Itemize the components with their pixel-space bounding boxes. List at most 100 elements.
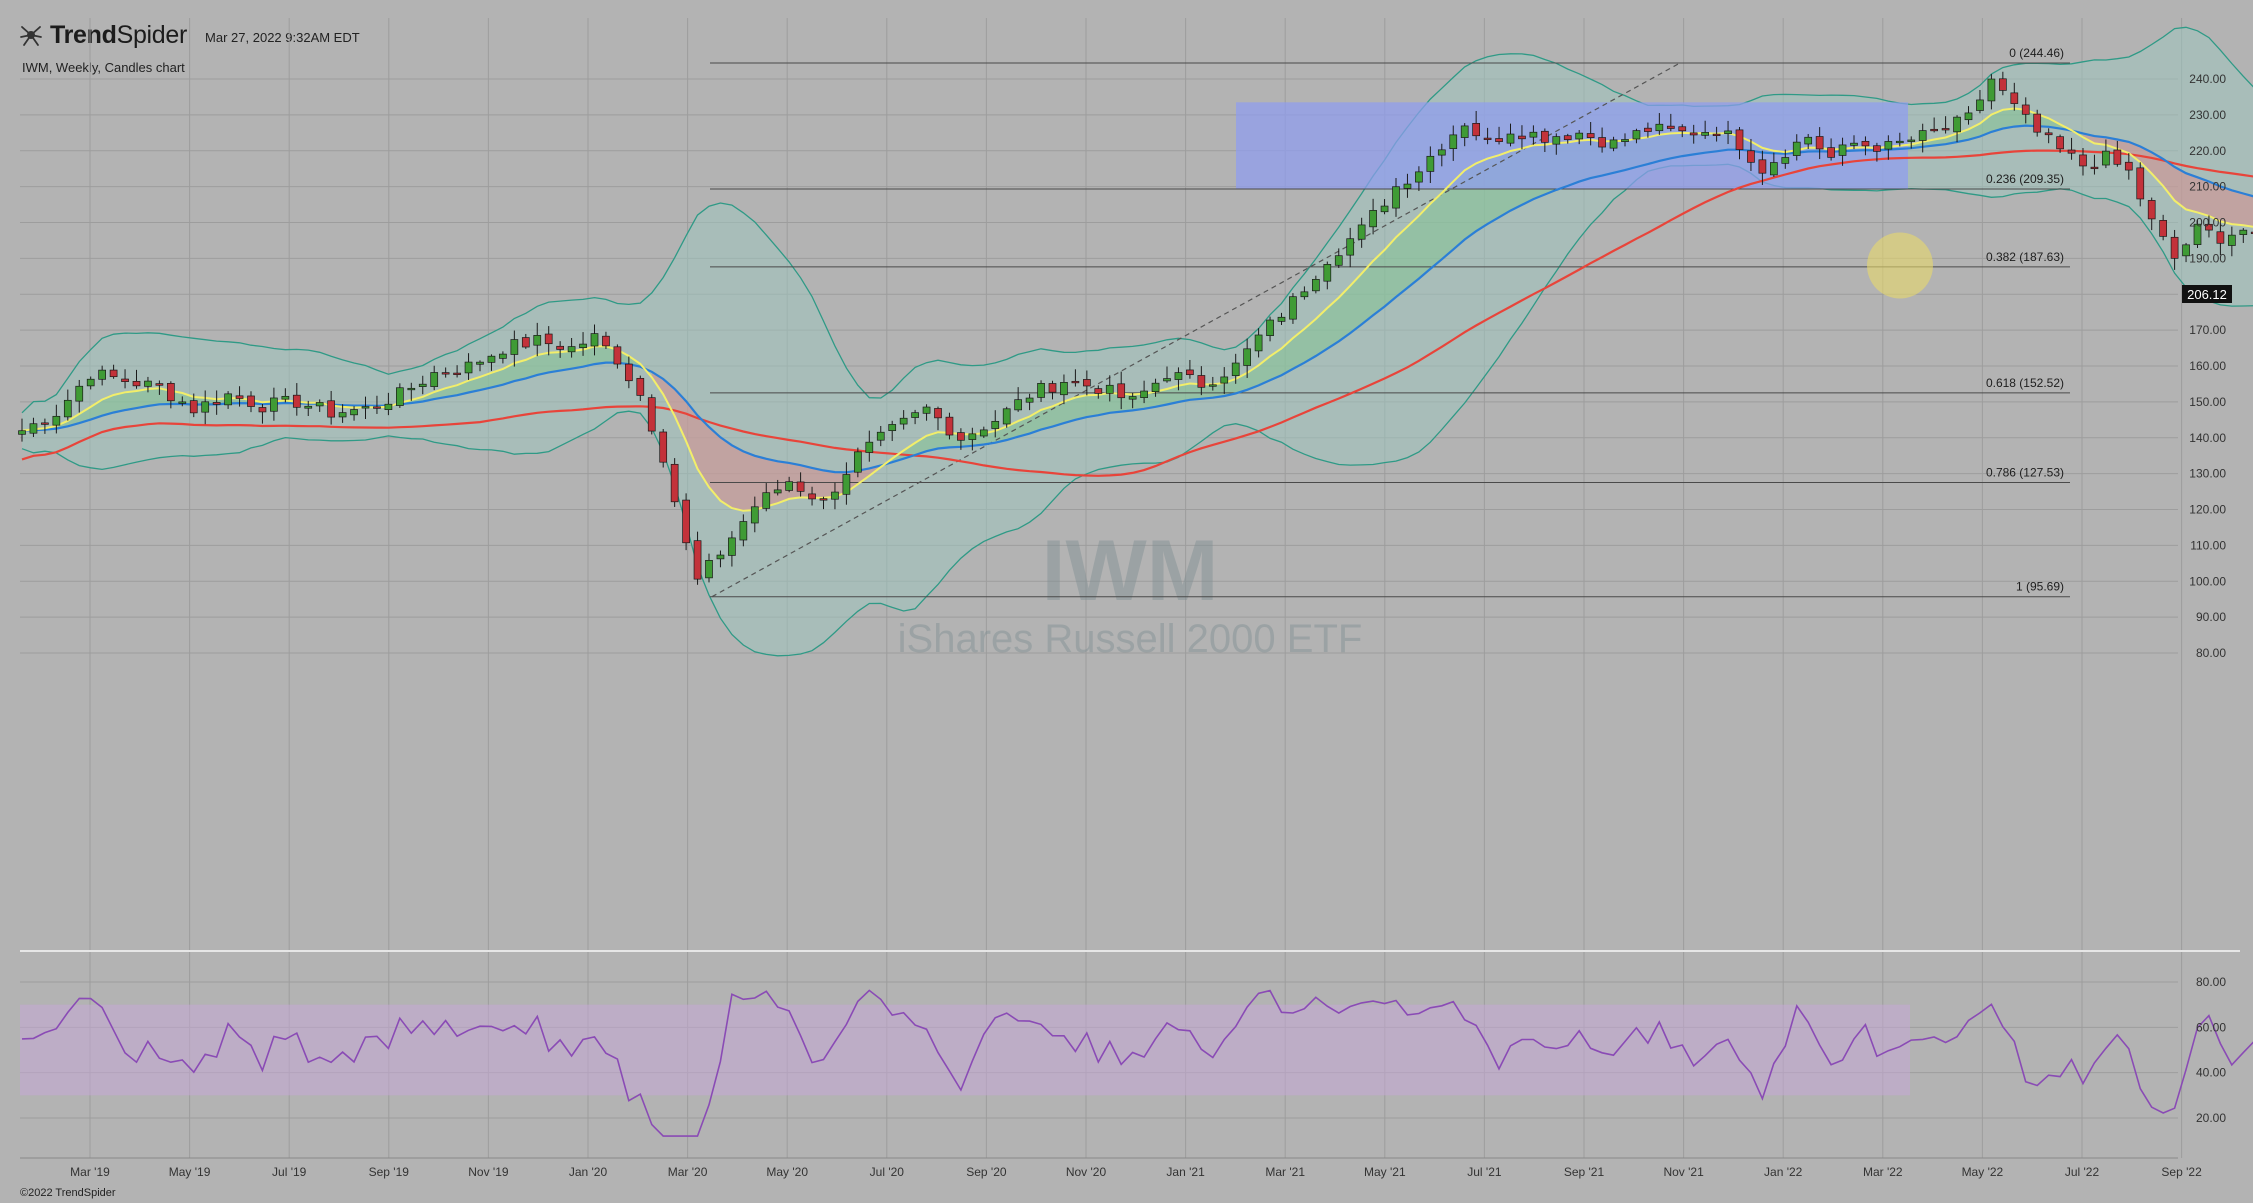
current-price-label: 206.12 [2187,287,2227,302]
candle-body [1060,382,1068,396]
candle-body [1231,362,1240,376]
time-axis-label: Jan '20 [569,1165,608,1179]
fib-level-label: 0.618 (152.52) [1986,376,2064,390]
candle-body [1014,399,1023,411]
candle-body [659,431,668,463]
candle-body [1002,408,1011,425]
candle-body [224,393,232,406]
candle-body [281,395,290,400]
candle-body [922,406,931,414]
range-box [1236,102,1908,189]
candle-body [396,387,404,406]
candle-body [1678,126,1687,132]
candle-body [556,345,565,350]
candle-body [1506,133,1515,144]
candle-body [2216,231,2225,244]
ema-slow-line [21,124,2253,474]
fib-level-label: 0.786 (127.53) [1986,465,2064,479]
candle-body [86,378,95,387]
time-axis-label: Mar '22 [1863,1165,1903,1179]
candle-body [819,498,828,501]
candle-body [18,430,26,435]
candle-body [2159,220,2167,237]
time-axis-label: Jul '20 [870,1165,905,1179]
candle-body [464,361,473,374]
price-axis-label: 190.00 [2189,251,2226,265]
candle-body [1266,319,1274,337]
candle-body [315,402,324,407]
fibonacci-levels[interactable]: 0 (244.46) 0.236 (209.35) 0.382 (187.63) 0.… [710,46,2070,598]
candle-body [1644,127,1652,132]
price-axis[interactable]: 240.00230.00220.00210.00200.00190.00180.… [2189,72,2226,660]
candle-body [453,372,461,375]
candle-body [430,372,439,387]
candle-body [1403,183,1412,189]
candle-body [1243,348,1252,366]
price-axis-label: 150.00 [2189,395,2226,409]
fib-level-label: 0.236 (209.35) [1986,172,2064,186]
time-axis-label: Sep '19 [369,1165,410,1179]
candle-body [2124,161,2133,171]
candle-body [1712,133,1721,136]
candle-body [1105,384,1114,394]
candle-body [647,397,656,432]
candle-body [1953,116,1961,133]
candle-body [1735,129,1744,150]
candle-body [2147,200,2156,220]
candle-body [2067,149,2076,154]
candle-body [2193,223,2202,245]
time-axis-label: Sep '20 [966,1165,1007,1179]
candle-body [1815,136,1824,150]
candle-body [1037,383,1045,398]
time-axis-label: Nov '19 [468,1165,509,1179]
rsi-axis[interactable]: 80.00 60.00 40.00 20.00 [2196,975,2226,1125]
brand-logo[interactable]: TrendSpider [50,21,187,50]
time-axis-label: May '22 [1962,1165,2004,1179]
candle-body [1792,141,1801,156]
candle-body [613,346,622,365]
candle-body [1277,316,1286,322]
candle-body [1174,372,1183,380]
time-axis[interactable]: Mar '19 May '19 Jul '19 Sep '19 Nov '19 Jan '… [70,1165,2202,1179]
candle-body [1449,134,1458,149]
watermark-symbol: IWM [1042,523,1219,619]
candle-body [292,394,301,408]
candle-body [2239,229,2248,235]
candle-body [1186,369,1194,376]
trendline[interactable] [711,62,1681,598]
candle-body [1300,291,1309,298]
candle-body [808,493,816,500]
candle-body [1747,150,1755,163]
candle-body [189,400,198,414]
candle-body [1781,157,1790,164]
candle-body [602,335,610,347]
candle-body [2182,244,2190,257]
candle-body [167,383,175,402]
candle-body [247,395,255,407]
candle-body [270,397,278,412]
candle-body [1437,149,1446,156]
price-axis-label: 200.00 [2189,216,2226,230]
price-axis-label: 240.00 [2189,72,2226,86]
price-axis-label: 220.00 [2189,144,2226,158]
rsi-axis-label: 60.00 [2196,1020,2226,1034]
candle-body [785,481,794,491]
time-axis-label: Jan '21 [1166,1165,1205,1179]
candle-body [842,474,851,495]
candle-body [1873,145,1881,152]
candle-body [212,402,221,405]
candle-body [1483,137,1492,140]
copyright: ©2022 TrendSpider [20,1187,116,1199]
candle-body [911,412,919,418]
candle-body [487,355,496,363]
candle-body [1884,141,1893,150]
candle-body [1689,132,1698,136]
price-axis-label: 140.00 [2189,431,2226,445]
price-axis-label: 170.00 [2189,323,2226,337]
time-axis-label: Jul '21 [1467,1165,1502,1179]
candle-body [1827,147,1835,158]
candle-body [1552,136,1561,145]
candle-body [1941,128,1950,131]
time-axis-label: Mar '19 [70,1165,110,1179]
